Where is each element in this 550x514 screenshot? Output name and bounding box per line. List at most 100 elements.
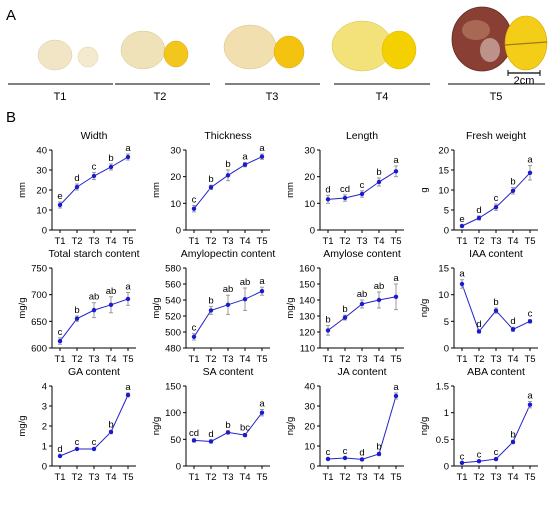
- significance-letter: a: [125, 143, 131, 154]
- chart-10: SA content 0 50 100 150 ng/g T1 T2 T3 T4 T5 cd d b bc a: [151, 366, 270, 483]
- significance-letter: d: [57, 444, 62, 455]
- y-axis-label: mm: [151, 182, 162, 198]
- stage-label-t4: T4: [376, 91, 389, 103]
- y-tick-label: 10: [304, 199, 315, 210]
- y-tick-label: 650: [31, 317, 47, 328]
- data-point: [510, 188, 516, 193]
- significance-letter: b: [225, 420, 230, 431]
- significance-letter: cd: [340, 184, 350, 195]
- significance-letter: d: [476, 205, 481, 216]
- x-tick-label: T4: [239, 472, 250, 483]
- data-point: [359, 191, 365, 197]
- data-point: [527, 402, 533, 407]
- x-tick-label: T5: [524, 236, 535, 247]
- x-tick-label: T3: [88, 472, 99, 483]
- significance-letter: cd: [189, 428, 199, 439]
- data-point: [376, 297, 382, 303]
- data-point: [459, 281, 465, 287]
- data-point: [108, 164, 114, 170]
- significance-letter: a: [125, 382, 131, 393]
- data-point: [208, 185, 214, 190]
- significance-letter: ab: [374, 281, 385, 292]
- significance-letter: b: [325, 315, 330, 326]
- data-point: [225, 302, 231, 307]
- data-point: [74, 316, 80, 321]
- x-tick-label: T1: [456, 236, 467, 247]
- significance-letter: ab: [106, 286, 117, 297]
- chart-title: SA content: [203, 366, 254, 378]
- y-tick-label: 5: [444, 206, 449, 217]
- y-tick-label: 1: [42, 442, 47, 453]
- data-point: [393, 393, 399, 399]
- kernel-photos: [37, 6, 548, 72]
- significance-letter: c: [477, 450, 482, 461]
- data-point: [242, 162, 248, 167]
- x-tick-label: T2: [205, 236, 216, 247]
- y-tick-label: 40: [36, 146, 47, 157]
- significance-letter: c: [75, 437, 80, 448]
- y-tick-label: 0: [42, 462, 47, 473]
- data-point: [342, 455, 348, 461]
- significance-letter: c: [494, 193, 499, 204]
- y-tick-label: 15: [438, 264, 449, 275]
- data-point: [208, 308, 214, 313]
- x-tick-label: T1: [456, 472, 467, 483]
- significance-letter: b: [208, 295, 213, 306]
- y-tick-label: 600: [31, 344, 47, 355]
- x-tick-label: T4: [507, 236, 518, 247]
- significance-letter: d: [208, 429, 213, 440]
- y-tick-label: 20: [438, 146, 449, 157]
- significance-letter: ab: [89, 292, 100, 303]
- significance-letter: c: [343, 446, 348, 457]
- significance-letter: e: [459, 214, 464, 225]
- chart-1: Width 0 10 20 30 40 mm T1 T2 T3 T4 T5 e d cb a: [17, 130, 136, 247]
- significance-letter: ab: [357, 289, 368, 300]
- y-tick-label: 4: [42, 382, 47, 393]
- significance-letter: b: [510, 429, 515, 440]
- y-tick-label: 50: [170, 435, 181, 446]
- y-tick-label: 20: [304, 422, 315, 433]
- y-tick-label: 30: [304, 402, 315, 413]
- data-point: [493, 456, 499, 462]
- chart-title: Amylopectin content: [181, 248, 276, 260]
- y-tick-label: 3: [42, 402, 47, 413]
- significance-letter: c: [192, 194, 197, 205]
- data-point: [191, 206, 197, 211]
- chart-6: Amylopectin content 480 500 520 540 560 580 mg/…: [151, 248, 275, 365]
- y-tick-label: 0: [444, 226, 449, 237]
- x-tick-label: T2: [71, 472, 82, 483]
- y-tick-label: 5: [444, 317, 449, 328]
- y-tick-label: 20: [36, 186, 47, 197]
- x-tick-label: T3: [222, 236, 233, 247]
- y-tick-label: 160: [299, 264, 315, 275]
- x-tick-label: T4: [507, 472, 518, 483]
- x-tick-label: T5: [256, 354, 267, 365]
- y-axis-label: mm: [285, 182, 296, 198]
- data-point: [527, 319, 533, 324]
- significance-letter: b: [510, 177, 515, 188]
- y-tick-label: 40: [304, 382, 315, 393]
- y-tick-label: 0: [310, 226, 315, 237]
- data-point: [242, 432, 248, 438]
- y-tick-label: 750: [31, 264, 47, 275]
- x-tick-label: T1: [456, 354, 467, 365]
- x-tick-label: T3: [88, 354, 99, 365]
- data-point: [125, 296, 131, 302]
- data-point: [476, 215, 482, 221]
- y-tick-label: 110: [300, 344, 315, 355]
- data-point: [74, 184, 80, 190]
- chart-3: Length 0 10 20 30 mm T1 T2 T3 T4 T5 d cd cb a: [285, 130, 404, 247]
- x-tick-label: T5: [390, 354, 401, 365]
- significance-letter: b: [208, 174, 213, 185]
- significance-letter: c: [494, 447, 499, 458]
- significance-letter: c: [360, 180, 365, 191]
- significance-letter: c: [58, 327, 63, 338]
- y-tick-label: 2: [42, 422, 47, 433]
- y-tick-label: 0.5: [436, 435, 449, 446]
- x-tick-label: T3: [88, 236, 99, 247]
- chart-title: Width: [81, 130, 108, 142]
- y-tick-label: 480: [165, 344, 181, 355]
- data-point: [510, 439, 516, 445]
- chart-title: JA content: [337, 366, 386, 378]
- data-point: [376, 179, 382, 185]
